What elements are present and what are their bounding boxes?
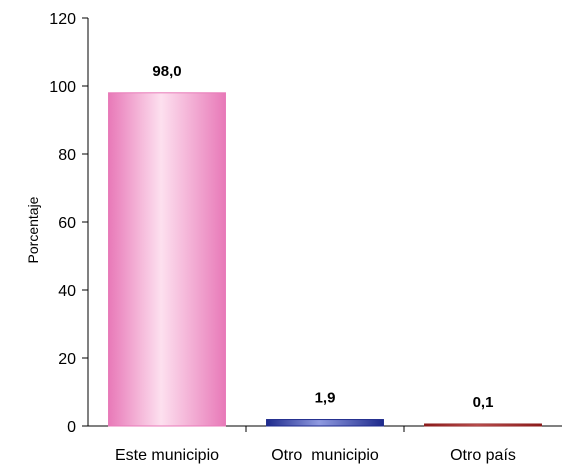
category-label: Otro país bbox=[450, 447, 516, 464]
x-axis bbox=[88, 425, 562, 432]
bars bbox=[108, 92, 542, 427]
y-axis-title: Porcentaje bbox=[25, 196, 41, 263]
y-tick-label: 0 bbox=[67, 419, 76, 436]
y-tick-label: 120 bbox=[49, 11, 76, 28]
y-axis: 0 20 40 60 80 100 120 bbox=[49, 11, 89, 436]
data-label: 1,9 bbox=[315, 390, 336, 407]
data-label: 98,0 bbox=[152, 63, 181, 80]
category-labels: Este municipio Otro municipio Otro país bbox=[115, 447, 516, 464]
data-label: 0,1 bbox=[473, 394, 494, 411]
y-tick-label: 20 bbox=[58, 351, 76, 368]
category-label: Otro municipio bbox=[271, 447, 379, 464]
bar bbox=[266, 419, 384, 427]
data-labels: 98,0 1,9 0,1 bbox=[152, 63, 493, 411]
y-tick-label: 100 bbox=[49, 79, 76, 96]
bar bbox=[108, 92, 226, 427]
y-tick-label: 80 bbox=[58, 147, 76, 164]
bar bbox=[424, 423, 542, 427]
category-label: Este municipio bbox=[115, 447, 219, 464]
y-tick-label: 60 bbox=[58, 215, 76, 232]
y-tick-label: 40 bbox=[58, 283, 76, 300]
